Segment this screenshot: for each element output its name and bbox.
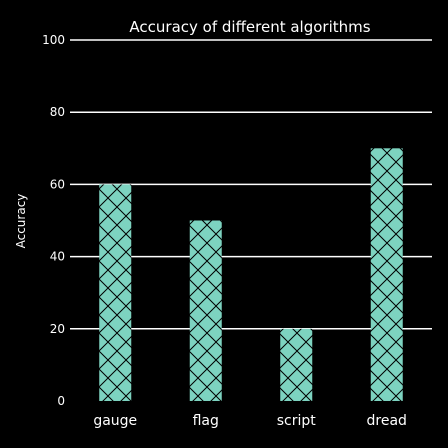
y-tick-label: 20	[50, 322, 65, 336]
bar-gauge	[99, 184, 132, 401]
chart-title: Accuracy of different algorithms	[129, 18, 370, 36]
bar-dread	[370, 148, 403, 401]
x-tick-labels: gauge flag script dread	[93, 413, 407, 429]
y-tick-label: 40	[50, 250, 65, 264]
y-tick-label: 80	[50, 105, 65, 119]
x-tick-label: dread	[367, 413, 407, 429]
y-tick-labels: 0 20 40 60 80 100	[42, 33, 65, 408]
x-tick-label: script	[277, 413, 317, 429]
y-tick-label: 60	[50, 177, 65, 191]
bar-script	[280, 328, 313, 401]
bars	[99, 148, 403, 401]
x-tick-label: flag	[193, 413, 219, 429]
y-axis-label: Accuracy	[14, 194, 28, 249]
bar-flag	[189, 220, 222, 401]
y-tick-label: 0	[57, 394, 65, 408]
y-tick-label: 100	[42, 33, 65, 47]
x-tick-label: gauge	[93, 413, 137, 429]
